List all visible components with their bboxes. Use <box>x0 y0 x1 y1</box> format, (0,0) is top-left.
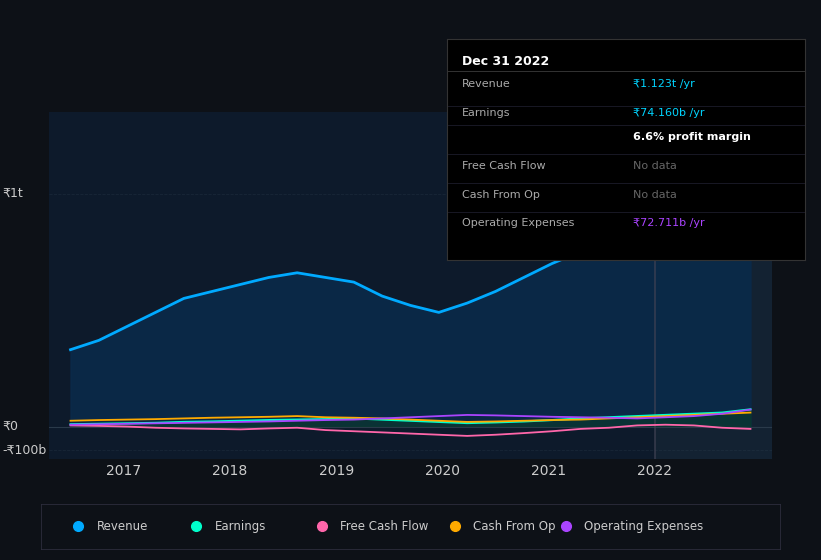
Text: Operating Expenses: Operating Expenses <box>585 520 704 533</box>
Text: ₹1.123t /yr: ₹1.123t /yr <box>633 79 695 89</box>
Bar <box>655 112 772 459</box>
Text: No data: No data <box>633 190 677 199</box>
Text: ₹0: ₹0 <box>2 420 18 433</box>
Text: Revenue: Revenue <box>461 79 511 89</box>
Text: Cash From Op: Cash From Op <box>473 520 556 533</box>
Text: Free Cash Flow: Free Cash Flow <box>461 161 545 171</box>
Text: Operating Expenses: Operating Expenses <box>461 218 574 228</box>
Text: Earnings: Earnings <box>215 520 266 533</box>
Text: No data: No data <box>633 161 677 171</box>
Text: -₹100b: -₹100b <box>2 444 47 456</box>
Text: Dec 31 2022: Dec 31 2022 <box>461 55 549 68</box>
Text: ₹74.160b /yr: ₹74.160b /yr <box>633 108 704 118</box>
Text: Earnings: Earnings <box>461 108 510 118</box>
Text: Free Cash Flow: Free Cash Flow <box>341 520 429 533</box>
Text: 6.6% profit margin: 6.6% profit margin <box>633 132 751 142</box>
Text: Revenue: Revenue <box>97 520 148 533</box>
Text: ₹72.711b /yr: ₹72.711b /yr <box>633 218 704 228</box>
Text: ₹1t: ₹1t <box>2 187 23 200</box>
Text: Cash From Op: Cash From Op <box>461 190 539 199</box>
